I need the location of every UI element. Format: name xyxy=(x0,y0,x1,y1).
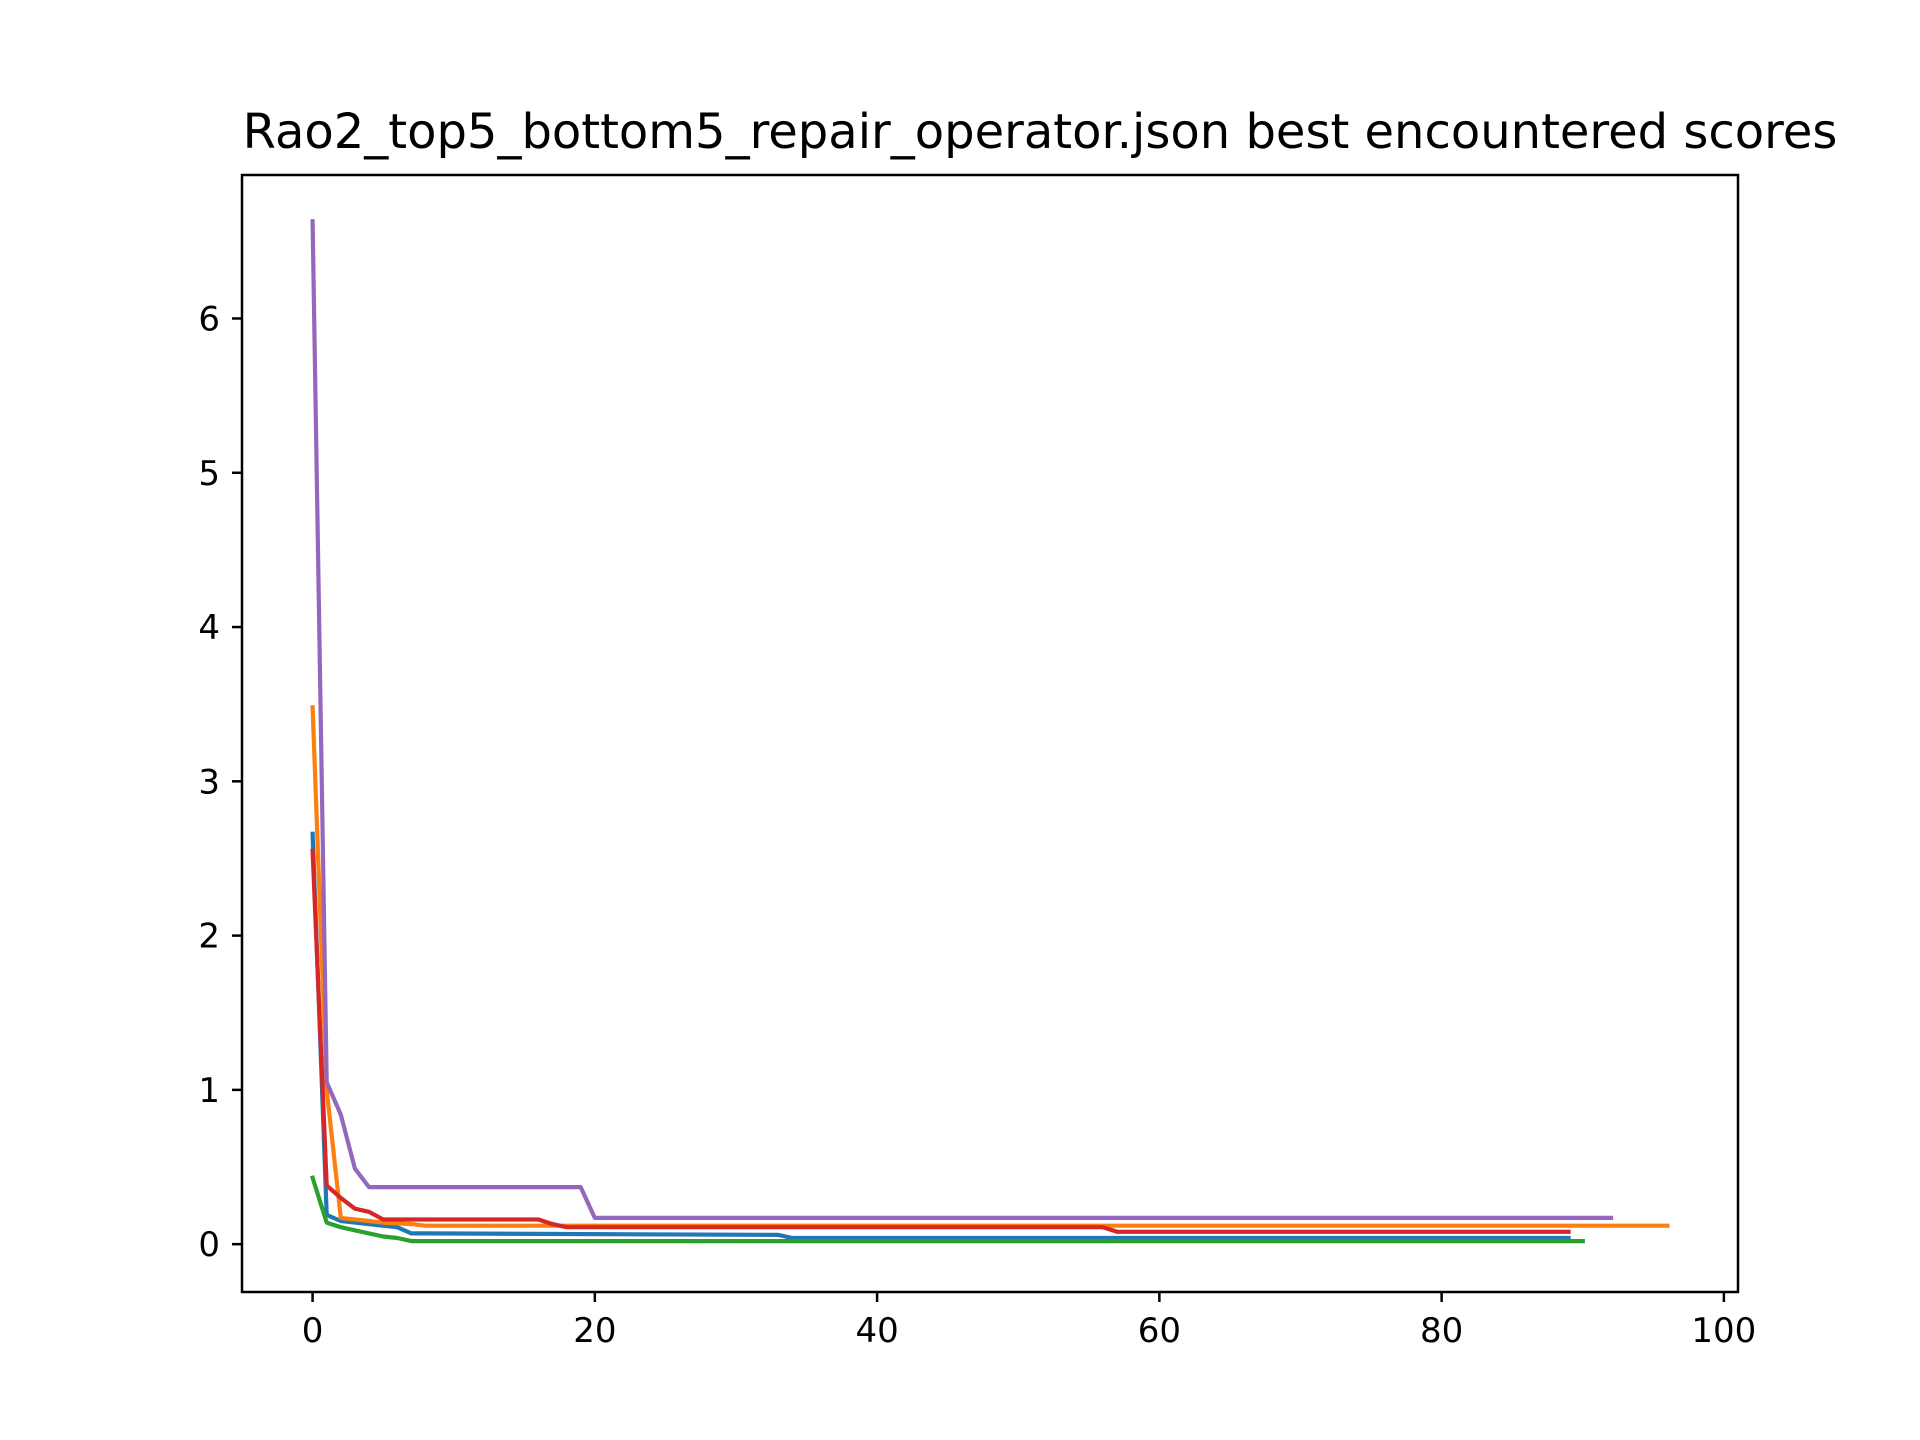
y-tick-label: 2 xyxy=(198,917,220,957)
y-tick-label: 0 xyxy=(198,1225,220,1265)
y-tick-label: 5 xyxy=(198,454,220,494)
y-tick-label: 3 xyxy=(198,762,220,802)
y-axis: 0 1 2 3 4 5 6 xyxy=(198,299,242,1265)
series-line-5 xyxy=(310,219,1614,1221)
series-line-4 xyxy=(310,848,1571,1234)
x-tick-label: 0 xyxy=(302,1311,324,1351)
x-tick-label: 100 xyxy=(1691,1311,1756,1351)
x-axis: 0 20 40 60 80 100 xyxy=(302,1292,1756,1351)
series-line-1 xyxy=(310,831,1571,1241)
y-tick-label: 6 xyxy=(198,299,220,339)
chart-title: Rao2_top5_bottom5_repair_operator.json b… xyxy=(243,104,1838,160)
y-tick-label: 4 xyxy=(198,608,220,648)
series-line-2 xyxy=(310,705,1670,1228)
series-layer xyxy=(309,219,1670,1244)
series-line-3 xyxy=(309,1175,1585,1244)
x-tick-label: 60 xyxy=(1138,1311,1181,1351)
plot-area-frame xyxy=(240,173,1740,1294)
y-tick-label: 1 xyxy=(198,1071,220,1111)
x-tick-label: 40 xyxy=(855,1311,898,1351)
x-tick-label: 80 xyxy=(1420,1311,1463,1351)
x-tick-label: 20 xyxy=(573,1311,616,1351)
